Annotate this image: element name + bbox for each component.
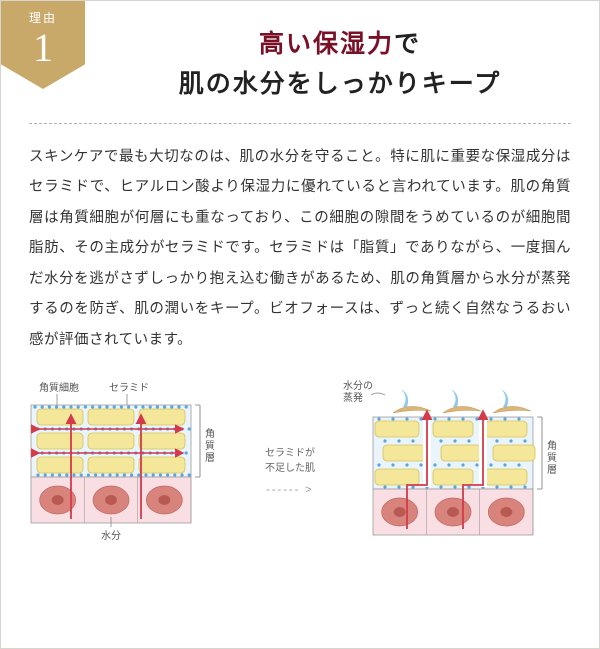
between-line2: 不足した肌	[265, 461, 315, 476]
badge-number: 1	[1, 28, 85, 68]
svg-text:層: 層	[547, 464, 557, 476]
deficient-skin-svg: 水分の蒸発角質層	[339, 377, 579, 567]
svg-text:セラミド: セラミド	[109, 382, 149, 394]
svg-text:質: 質	[205, 439, 215, 452]
diagram-deficient: 水分の蒸発角質層	[339, 377, 579, 567]
svg-text:水分の: 水分の	[343, 380, 373, 392]
svg-text:蒸発: 蒸発	[343, 391, 363, 404]
title-accent: 高い保湿力	[259, 31, 394, 58]
between-arrow: ------ >	[265, 482, 315, 499]
title-line2: 肌の水分をしっかりキープ	[179, 71, 502, 98]
svg-text:水分: 水分	[101, 530, 121, 542]
badge-label: 理由	[1, 9, 85, 26]
between-caption: セラミドが 不足した肌 ------ >	[261, 446, 319, 499]
svg-text:層: 層	[205, 452, 215, 464]
diagram-healthy: 角質細胞 セラミド角質層水分	[21, 377, 241, 567]
title: 高い保湿力で 肌の水分をしっかりキープ	[1, 1, 599, 123]
svg-text:質: 質	[547, 451, 557, 464]
svg-text:角質細胞: 角質細胞	[39, 381, 79, 394]
diagram-row: 角質細胞セラミド角質層水分 セラミドが 不足した肌 ------ > 水分の蒸発…	[1, 355, 599, 567]
body-text: スキンケアで最も大切なのは、肌の水分を守ること。特に肌に重要な保湿成分はセラミド…	[1, 142, 599, 355]
svg-text:角: 角	[205, 428, 215, 440]
svg-text:角: 角	[547, 440, 557, 452]
healthy-skin-svg: 角質細胞 セラミド角質層水分	[21, 377, 241, 567]
divider	[29, 123, 571, 124]
between-line1: セラミドが	[265, 446, 315, 461]
title-rest1: で	[394, 31, 421, 58]
